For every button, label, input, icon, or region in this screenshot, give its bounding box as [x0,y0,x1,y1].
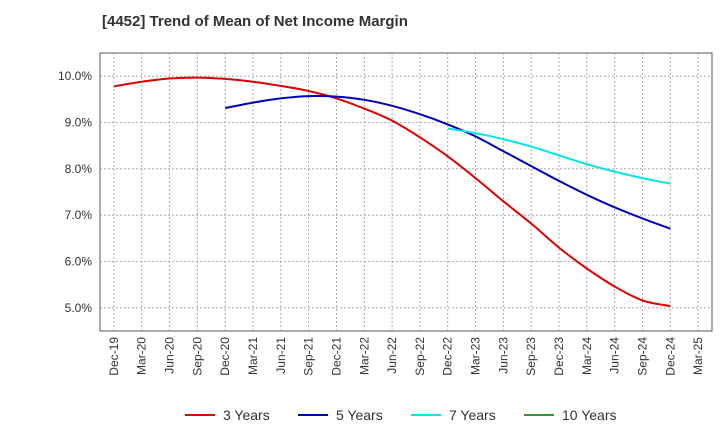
x-tick-label: Mar-25 [691,337,705,375]
x-tick-label: Mar-20 [135,337,149,375]
x-tick-label: Jun-22 [385,337,399,374]
x-tick-label: Sep-20 [190,337,204,376]
y-tick-label: 9.0% [65,116,93,130]
x-tick-label: Jun-23 [496,337,510,374]
x-tick-label: Mar-23 [469,337,483,375]
x-tick-label: Dec-24 [663,337,677,376]
x-tick-label: Dec-20 [218,337,232,376]
chart-title: [4452] Trend of Mean of Net Income Margi… [102,13,408,30]
y-tick-label: 6.0% [65,255,93,269]
series-line-7-years [447,127,671,185]
x-tick-label: Dec-21 [329,337,343,376]
legend-label-7-years: 7 Years [449,407,496,423]
series-line-3-years [113,76,671,307]
legend: 3 Years 5 Years 7 Years 10 Years [185,407,617,423]
series-lines [113,76,671,307]
x-axis-ticks: Dec-19 Mar-20 Jun-20 Sep-20 Dec-20 Mar-21 Jun-… [107,337,705,376]
x-tick-label: Sep-24 [635,337,649,376]
x-tick-label: Jun-21 [274,337,288,374]
y-tick-label: 7.0% [65,208,93,222]
y-axis-ticks: 5.0% 6.0% 7.0% 8.0% 9.0% 10.0% [58,69,92,315]
x-tick-label: Dec-22 [441,337,455,376]
legend-label-10-years: 10 Years [562,407,617,423]
x-tick-label: Dec-23 [552,337,566,376]
series-line-5-years [225,94,671,230]
x-tick-label: Jun-24 [608,337,622,374]
y-tick-label: 5.0% [65,301,93,315]
x-tick-label: Sep-21 [302,337,316,376]
x-tick-label: Dec-19 [107,337,121,376]
grid-lines [100,53,712,331]
legend-label-5-years: 5 Years [336,407,383,423]
x-tick-label: Mar-21 [246,337,260,375]
x-tick-label: Mar-22 [357,337,371,375]
x-tick-label: Mar-24 [580,337,594,375]
legend-label-3-years: 3 Years [223,407,270,423]
y-tick-label: 10.0% [58,69,92,83]
x-tick-label: Jun-20 [163,337,177,374]
y-tick-label: 8.0% [65,162,93,176]
x-tick-label: Sep-22 [413,337,427,376]
x-tick-label: Sep-23 [524,337,538,376]
